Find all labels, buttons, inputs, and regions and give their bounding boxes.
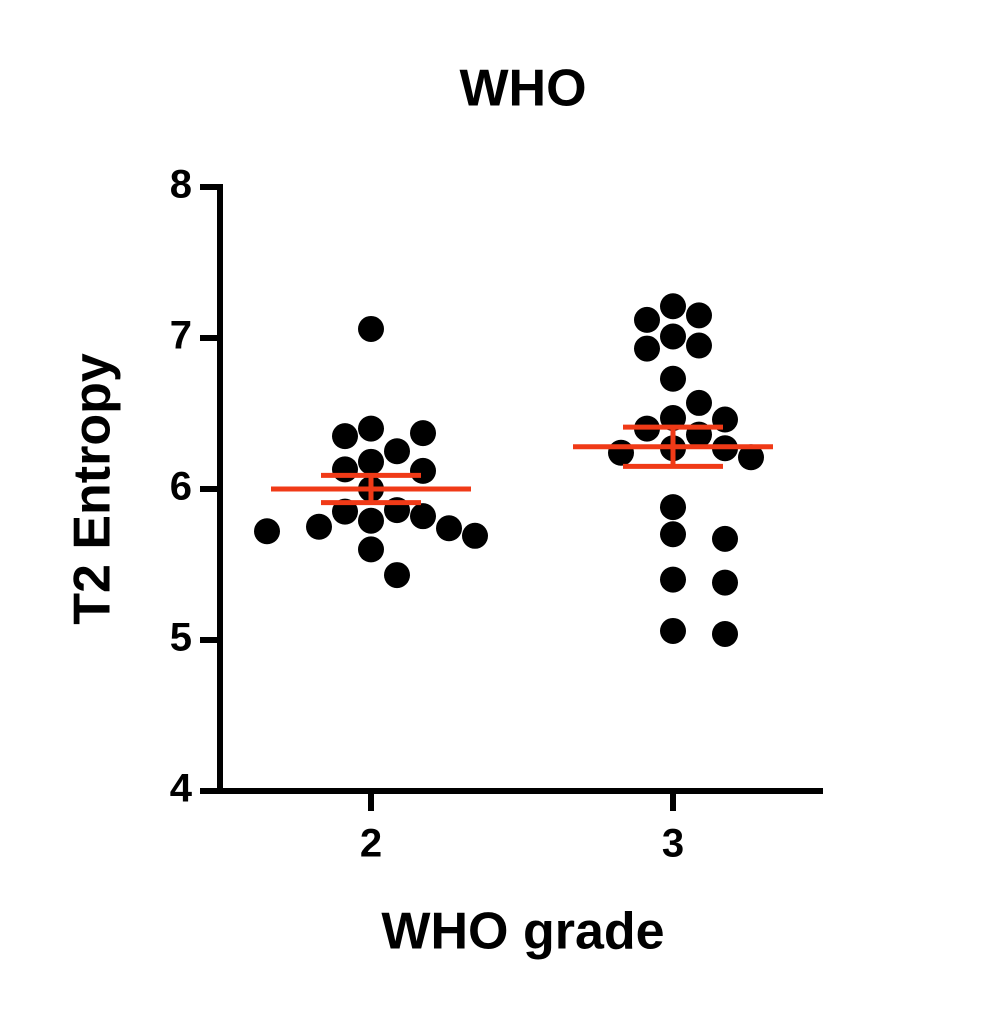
- y-tick-label: 6: [170, 465, 192, 509]
- y-tick-label: 5: [170, 616, 192, 660]
- data-point: [634, 306, 660, 333]
- data-point: [462, 522, 488, 549]
- data-point: [686, 302, 712, 329]
- data-point: [686, 332, 712, 359]
- data-point: [712, 569, 738, 596]
- data-point: [358, 315, 384, 342]
- data-point: [608, 439, 634, 466]
- data-point: [660, 323, 686, 350]
- data-point: [660, 566, 686, 593]
- data-point: [332, 498, 358, 525]
- data-point: [686, 389, 712, 416]
- y-tick-label: 7: [170, 314, 192, 358]
- data-point: [660, 494, 686, 521]
- data-point: [738, 444, 764, 471]
- data-point: [436, 515, 462, 542]
- data-point: [634, 335, 660, 362]
- data-point: [660, 365, 686, 392]
- x-tick-label: 3: [662, 822, 684, 866]
- data-point: [410, 420, 436, 447]
- data-point: [660, 617, 686, 644]
- x-axis-label: WHO grade: [381, 903, 664, 961]
- data-point: [660, 405, 686, 432]
- chart-title: WHO: [459, 60, 586, 118]
- data-point: [712, 620, 738, 647]
- data-point: [384, 562, 410, 589]
- data-point: [660, 293, 686, 320]
- data-point: [254, 518, 280, 545]
- y-tick-label: 8: [170, 163, 192, 207]
- y-axis-label: T2 Entropy: [64, 353, 122, 625]
- data-point: [384, 438, 410, 465]
- data-point: [358, 536, 384, 563]
- data-point: [410, 503, 436, 530]
- data-point: [332, 456, 358, 483]
- data-point: [358, 507, 384, 534]
- data-point: [660, 521, 686, 548]
- y-tick-label: 4: [170, 767, 193, 811]
- data-point: [306, 513, 332, 540]
- data-point: [358, 415, 384, 442]
- data-point: [332, 423, 358, 450]
- x-tick-label: 2: [360, 822, 382, 866]
- data-point: [712, 525, 738, 552]
- data-point: [410, 457, 436, 484]
- data-point: [358, 448, 384, 475]
